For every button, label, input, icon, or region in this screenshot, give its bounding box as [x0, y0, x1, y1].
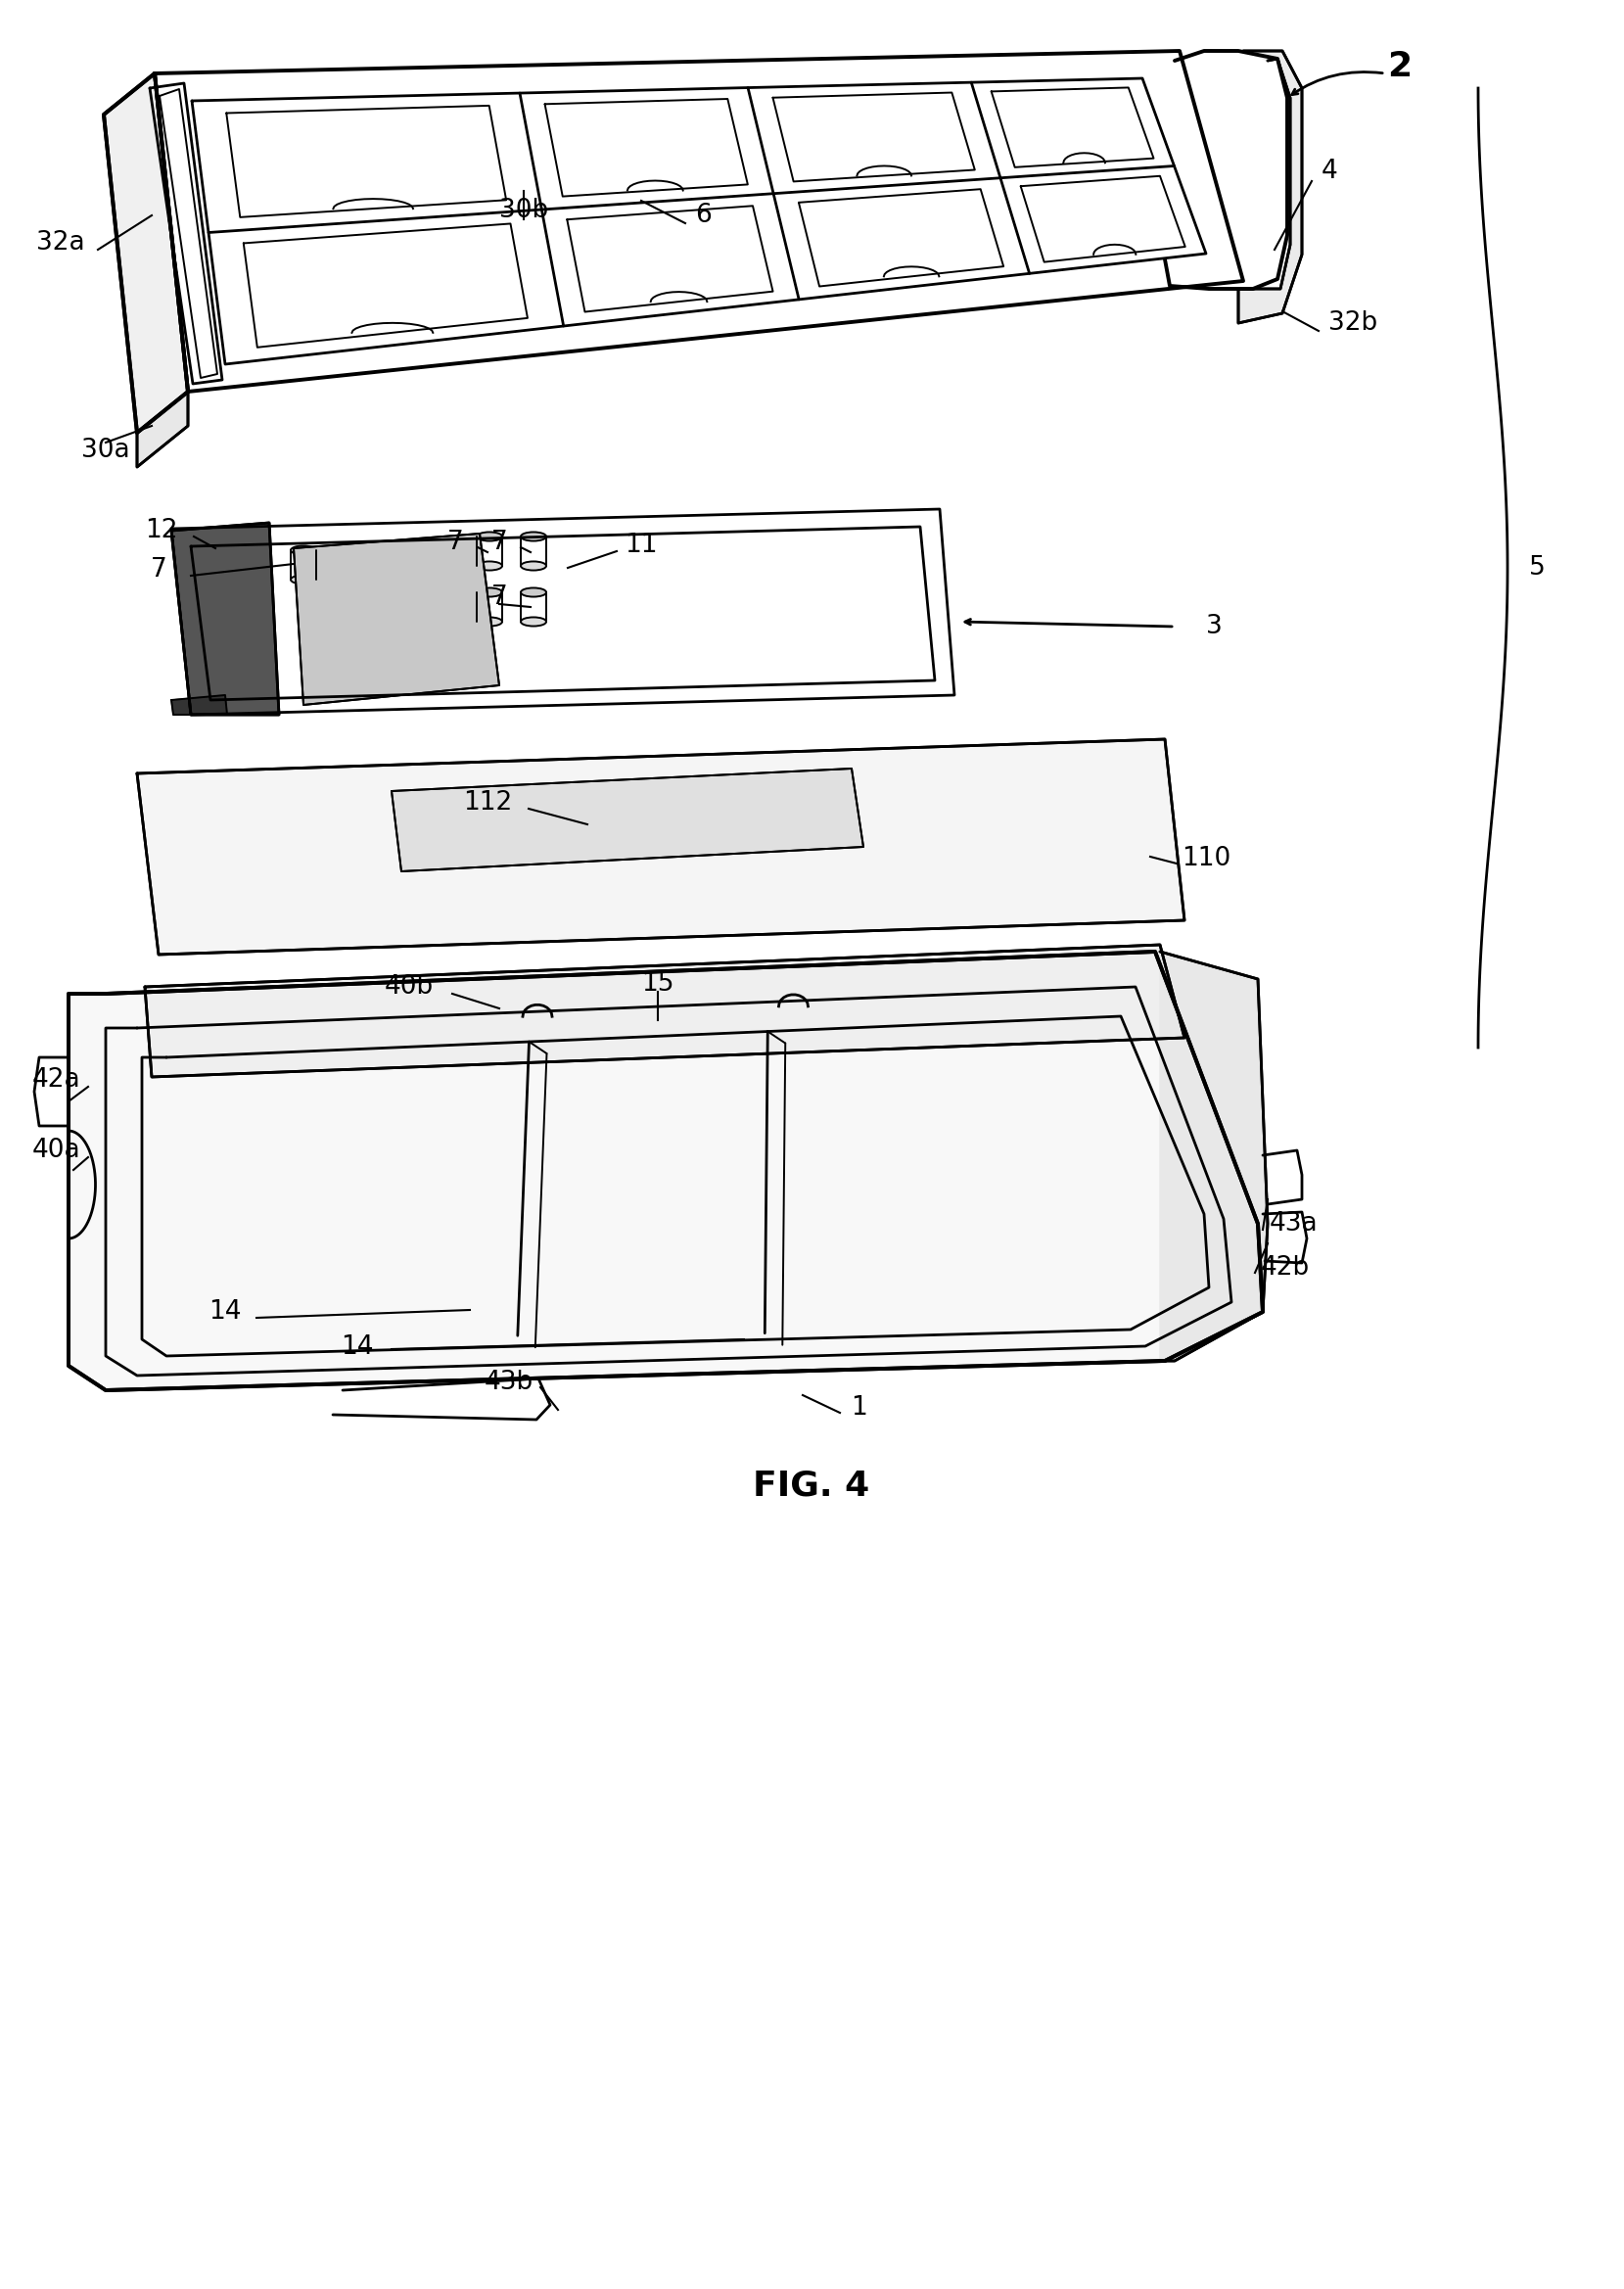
Text: 32a: 32a: [36, 231, 84, 256]
Text: FIG. 4: FIG. 4: [754, 1470, 870, 1504]
Ellipse shape: [477, 588, 502, 597]
Polygon shape: [1160, 952, 1268, 1362]
Text: 7: 7: [490, 529, 507, 556]
Text: 1: 1: [851, 1394, 867, 1421]
Text: 43b: 43b: [484, 1369, 534, 1394]
Text: 40a: 40a: [32, 1138, 81, 1163]
Polygon shape: [136, 739, 1184, 955]
Polygon shape: [171, 522, 279, 714]
Text: 7: 7: [490, 584, 507, 609]
Text: 32b: 32b: [1328, 311, 1377, 336]
Ellipse shape: [477, 561, 502, 570]
Text: 40b: 40b: [385, 975, 434, 1000]
Polygon shape: [136, 391, 188, 467]
Polygon shape: [1239, 50, 1302, 323]
Text: 12: 12: [145, 517, 179, 542]
Text: 42b: 42b: [1260, 1254, 1311, 1280]
Polygon shape: [294, 533, 499, 705]
Text: 6: 6: [695, 204, 711, 229]
Text: 14: 14: [209, 1300, 242, 1325]
Ellipse shape: [291, 545, 317, 554]
Ellipse shape: [291, 575, 317, 584]
Polygon shape: [104, 73, 188, 433]
Text: 11: 11: [625, 533, 658, 559]
Text: 7: 7: [447, 529, 463, 556]
Text: 3: 3: [1205, 613, 1221, 639]
Text: 30a: 30a: [81, 437, 130, 462]
Polygon shape: [391, 769, 864, 872]
Text: 43a: 43a: [1270, 1211, 1319, 1236]
Ellipse shape: [477, 618, 502, 627]
Text: 110: 110: [1181, 847, 1231, 872]
Text: 15: 15: [641, 971, 674, 996]
Polygon shape: [145, 945, 1184, 1076]
Polygon shape: [68, 952, 1263, 1389]
Ellipse shape: [521, 531, 546, 540]
Ellipse shape: [521, 618, 546, 627]
Polygon shape: [171, 696, 227, 714]
Text: 2: 2: [1387, 50, 1413, 82]
Text: 14: 14: [341, 1334, 374, 1360]
Text: 112: 112: [463, 790, 512, 815]
Text: 4: 4: [1322, 158, 1338, 183]
Ellipse shape: [521, 561, 546, 570]
Text: 30b: 30b: [499, 197, 549, 224]
Ellipse shape: [521, 588, 546, 597]
Text: 42a: 42a: [32, 1067, 81, 1092]
Text: 5: 5: [1528, 556, 1544, 581]
Ellipse shape: [477, 531, 502, 540]
Text: 7: 7: [151, 556, 167, 581]
